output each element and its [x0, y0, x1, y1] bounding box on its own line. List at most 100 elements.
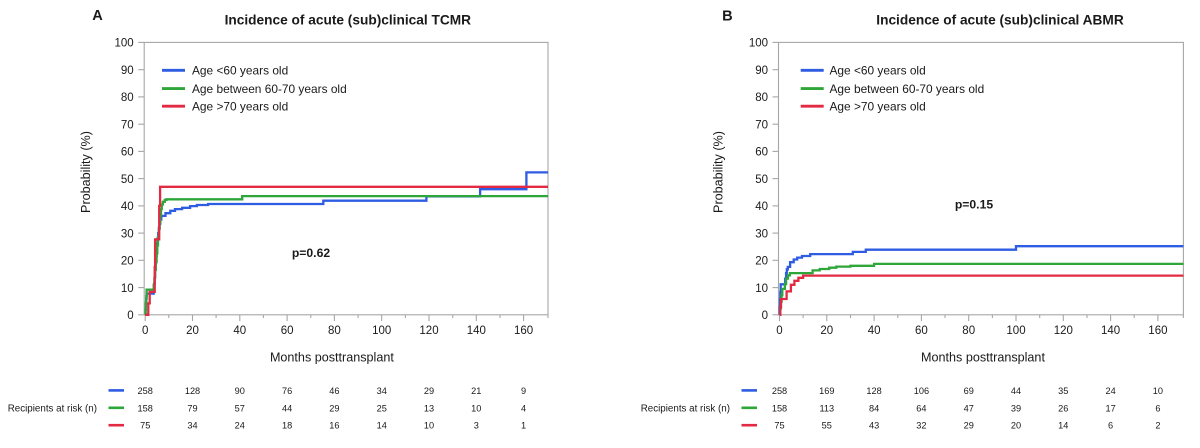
svg-text:18: 18 [282, 421, 292, 431]
svg-text:79: 79 [187, 403, 197, 413]
svg-text:24: 24 [235, 421, 245, 431]
svg-text:75: 75 [774, 421, 784, 431]
svg-text:64: 64 [916, 403, 926, 413]
svg-text:158: 158 [138, 403, 153, 413]
svg-text:Age <60 years old: Age <60 years old [192, 64, 288, 78]
svg-text:0: 0 [762, 310, 768, 322]
svg-text:30: 30 [755, 228, 768, 240]
svg-text:25: 25 [377, 403, 387, 413]
svg-text:29: 29 [424, 386, 434, 396]
svg-text:69: 69 [964, 386, 974, 396]
svg-text:20: 20 [755, 256, 768, 268]
svg-text:Probability (%): Probability (%) [712, 131, 726, 213]
svg-text:76: 76 [282, 386, 292, 396]
svg-text:120: 120 [1054, 325, 1073, 337]
svg-text:9: 9 [521, 386, 526, 396]
svg-text:140: 140 [1101, 325, 1120, 337]
svg-text:Age >70 years old: Age >70 years old [830, 100, 926, 114]
svg-text:60: 60 [121, 147, 134, 159]
svg-text:0: 0 [127, 310, 133, 322]
svg-text:160: 160 [514, 325, 533, 337]
svg-text:35: 35 [1058, 386, 1068, 396]
svg-text:14: 14 [1058, 421, 1068, 431]
svg-text:Recipients at risk (n): Recipients at risk (n) [641, 403, 730, 414]
svg-text:258: 258 [772, 386, 787, 396]
svg-text:14: 14 [377, 421, 387, 431]
svg-text:Probability (%): Probability (%) [79, 131, 93, 213]
svg-text:1: 1 [521, 421, 526, 431]
svg-text:113: 113 [819, 403, 834, 413]
svg-text:55: 55 [822, 421, 832, 431]
svg-text:0: 0 [142, 325, 148, 337]
svg-text:100: 100 [372, 325, 391, 337]
svg-text:60: 60 [915, 325, 928, 337]
svg-text:4: 4 [521, 403, 526, 413]
svg-text:60: 60 [755, 147, 768, 159]
svg-text:40: 40 [868, 325, 881, 337]
svg-text:B: B [722, 9, 733, 25]
svg-text:46: 46 [329, 386, 339, 396]
svg-text:34: 34 [187, 421, 197, 431]
svg-text:0: 0 [776, 325, 782, 337]
svg-text:70: 70 [121, 119, 134, 131]
svg-text:20: 20 [820, 325, 833, 337]
svg-text:47: 47 [964, 403, 974, 413]
svg-text:30: 30 [121, 228, 134, 240]
svg-text:p=0.62: p=0.62 [292, 246, 331, 260]
svg-text:32: 32 [916, 421, 926, 431]
svg-text:84: 84 [869, 403, 879, 413]
svg-text:40: 40 [121, 201, 134, 213]
svg-text:40: 40 [755, 201, 768, 213]
svg-text:20: 20 [1011, 421, 1021, 431]
svg-text:169: 169 [819, 386, 834, 396]
svg-text:44: 44 [282, 403, 292, 413]
svg-text:20: 20 [186, 325, 199, 337]
svg-text:10: 10 [755, 283, 768, 295]
svg-text:6: 6 [1155, 403, 1160, 413]
svg-text:13: 13 [424, 403, 434, 413]
svg-text:120: 120 [419, 325, 438, 337]
svg-text:80: 80 [962, 325, 975, 337]
svg-text:106: 106 [914, 386, 929, 396]
svg-text:60: 60 [281, 325, 294, 337]
svg-text:Age <60 years old: Age <60 years old [830, 64, 926, 78]
svg-text:50: 50 [755, 174, 768, 186]
svg-text:10: 10 [121, 283, 134, 295]
svg-text:3: 3 [474, 421, 479, 431]
svg-text:90: 90 [235, 386, 245, 396]
svg-text:90: 90 [121, 65, 134, 77]
svg-text:Age between 60-70 years old: Age between 60-70 years old [192, 82, 347, 96]
svg-text:80: 80 [121, 92, 134, 104]
svg-text:Incidence of acute (sub)clinic: Incidence of acute (sub)clinical TCMR [225, 12, 472, 27]
svg-text:10: 10 [424, 421, 434, 431]
svg-text:70: 70 [755, 119, 768, 131]
svg-text:Months posttransplant: Months posttransplant [270, 350, 394, 364]
svg-text:29: 29 [329, 403, 339, 413]
svg-text:90: 90 [755, 65, 768, 77]
svg-text:24: 24 [1105, 386, 1115, 396]
svg-text:100: 100 [1006, 325, 1025, 337]
svg-text:128: 128 [185, 386, 200, 396]
svg-text:34: 34 [377, 386, 387, 396]
svg-text:258: 258 [138, 386, 153, 396]
svg-text:158: 158 [772, 403, 787, 413]
svg-text:2: 2 [1155, 421, 1160, 431]
svg-text:39: 39 [1011, 403, 1021, 413]
svg-text:75: 75 [140, 421, 150, 431]
svg-text:Recipients at risk (n): Recipients at risk (n) [8, 403, 97, 414]
svg-text:100: 100 [115, 38, 134, 50]
svg-text:26: 26 [1058, 403, 1068, 413]
svg-text:10: 10 [471, 403, 481, 413]
svg-text:43: 43 [869, 421, 879, 431]
svg-text:80: 80 [328, 325, 341, 337]
svg-text:Months posttransplant: Months posttransplant [921, 350, 1045, 364]
svg-text:100: 100 [749, 38, 768, 50]
svg-text:Age between 60-70 years old: Age between 60-70 years old [830, 82, 985, 96]
svg-text:29: 29 [964, 421, 974, 431]
svg-text:80: 80 [755, 92, 768, 104]
svg-text:20: 20 [121, 256, 134, 268]
svg-text:Incidence of acute (sub)clinic: Incidence of acute (sub)clinical ABMR [876, 12, 1124, 27]
svg-text:A: A [92, 8, 103, 24]
svg-text:10: 10 [1153, 386, 1163, 396]
svg-text:Age >70 years old: Age >70 years old [192, 100, 288, 114]
